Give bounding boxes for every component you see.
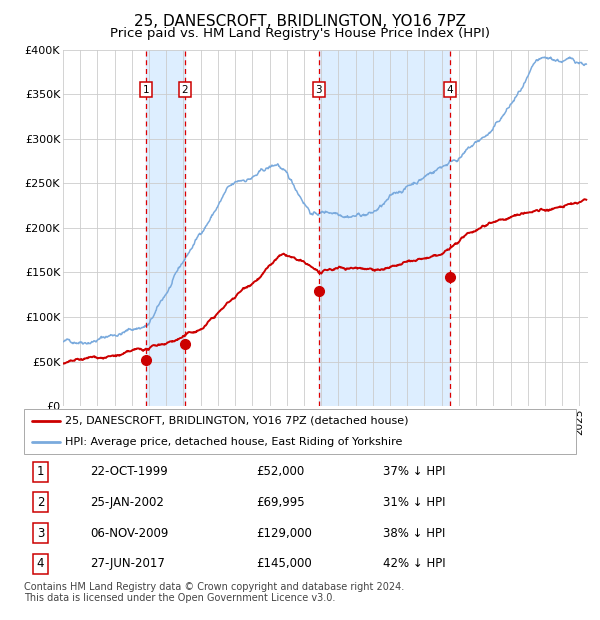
Bar — [319, 50, 450, 406]
Text: 1: 1 — [37, 465, 44, 478]
Text: 4: 4 — [37, 557, 44, 570]
Text: £129,000: £129,000 — [256, 526, 312, 539]
Text: 37% ↓ HPI: 37% ↓ HPI — [383, 465, 445, 478]
Text: 4: 4 — [447, 85, 454, 95]
Text: £145,000: £145,000 — [256, 557, 311, 570]
Text: 25, DANESCROFT, BRIDLINGTON, YO16 7PZ (detached house): 25, DANESCROFT, BRIDLINGTON, YO16 7PZ (d… — [65, 416, 409, 426]
Text: 06-NOV-2009: 06-NOV-2009 — [90, 526, 169, 539]
Bar — [146, 50, 185, 406]
Text: 2: 2 — [37, 496, 44, 509]
Text: 31% ↓ HPI: 31% ↓ HPI — [383, 496, 445, 509]
FancyBboxPatch shape — [24, 409, 576, 454]
Text: HPI: Average price, detached house, East Riding of Yorkshire: HPI: Average price, detached house, East… — [65, 436, 403, 446]
Text: £52,000: £52,000 — [256, 465, 304, 478]
Text: 22-OCT-1999: 22-OCT-1999 — [90, 465, 168, 478]
Text: 2: 2 — [181, 85, 188, 95]
Text: 3: 3 — [37, 526, 44, 539]
Text: Price paid vs. HM Land Registry's House Price Index (HPI): Price paid vs. HM Land Registry's House … — [110, 27, 490, 40]
Text: 38% ↓ HPI: 38% ↓ HPI — [383, 526, 445, 539]
Text: 27-JUN-2017: 27-JUN-2017 — [90, 557, 165, 570]
Text: 25, DANESCROFT, BRIDLINGTON, YO16 7PZ: 25, DANESCROFT, BRIDLINGTON, YO16 7PZ — [134, 14, 466, 29]
Text: £69,995: £69,995 — [256, 496, 304, 509]
Text: Contains HM Land Registry data © Crown copyright and database right 2024.
This d: Contains HM Land Registry data © Crown c… — [24, 582, 404, 603]
Text: 42% ↓ HPI: 42% ↓ HPI — [383, 557, 445, 570]
Text: 1: 1 — [142, 85, 149, 95]
Text: 3: 3 — [316, 85, 322, 95]
Text: 25-JAN-2002: 25-JAN-2002 — [90, 496, 164, 509]
